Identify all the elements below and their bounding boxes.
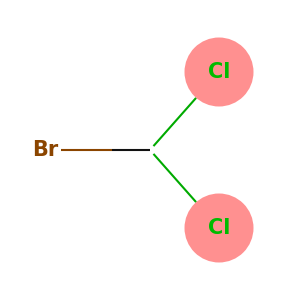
Text: Cl: Cl bbox=[208, 62, 230, 82]
Text: Cl: Cl bbox=[208, 218, 230, 238]
Circle shape bbox=[184, 38, 254, 106]
Circle shape bbox=[184, 194, 254, 262]
Text: Br: Br bbox=[32, 140, 58, 160]
